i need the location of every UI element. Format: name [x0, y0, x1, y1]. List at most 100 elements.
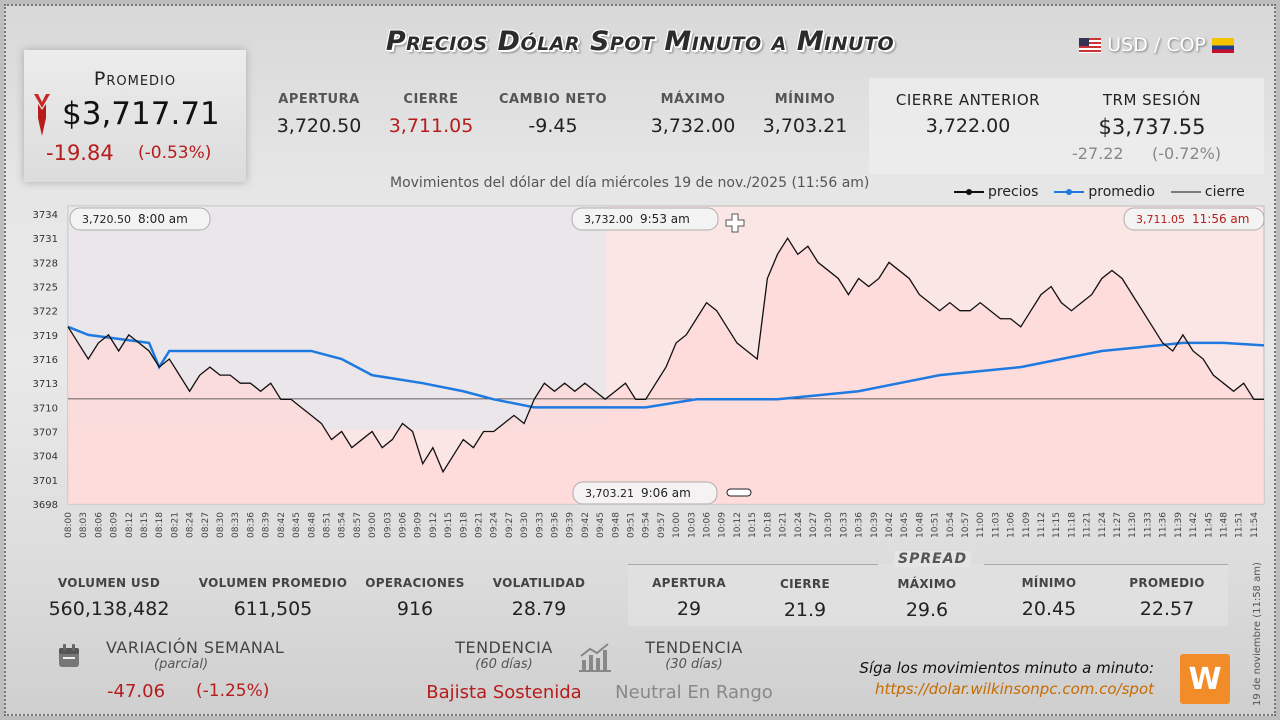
- x-tick-label: 08:06: [94, 512, 104, 538]
- crosshair-cursor-icon: [725, 213, 745, 233]
- x-tick-label: 08:00: [64, 512, 74, 538]
- x-tick-label: 08:15: [140, 512, 150, 538]
- stat-maximo: Máximo 3,732.00: [638, 92, 748, 137]
- spread-cierre: Cierre 21.9: [752, 577, 858, 621]
- x-tick-label: 11:48: [1219, 512, 1229, 538]
- y-tick-label: 3728: [33, 258, 58, 269]
- stat-cierre: Cierre 3,711.05: [376, 92, 486, 137]
- annotation-time: 9:06 am: [641, 486, 691, 500]
- average-series-line: [67, 325, 1265, 409]
- stat-value: 3,720.50: [276, 115, 362, 137]
- x-tick-label: 08:12: [125, 512, 135, 538]
- trend-chart-icon: [579, 643, 611, 672]
- x-tick-label: 09:45: [596, 512, 606, 538]
- stat-cierre-anterior: Cierre Anterior 3,722.00: [886, 91, 1050, 137]
- x-tick-label: 10:27: [809, 512, 819, 538]
- x-tick-label: 08:30: [216, 512, 226, 538]
- x-tick-label: 10:12: [733, 512, 743, 538]
- x-tick-label: 08:33: [231, 512, 241, 538]
- y-tick-label: 3734: [33, 210, 58, 221]
- wilkinsonpc-logo[interactable]: W: [1180, 654, 1230, 704]
- x-tick-label: 11:36: [1159, 512, 1169, 538]
- x-tick-label: 11:06: [1007, 512, 1017, 538]
- stat-label: Apertura: [278, 92, 360, 107]
- colombia-flag-icon: [1212, 37, 1234, 53]
- bottom-stat-value: 916: [396, 598, 434, 620]
- prev-close-value: 3,722.00: [925, 115, 1011, 137]
- currency-pair[interactable]: USD / COP: [1079, 34, 1234, 56]
- spread-label: Apertura: [652, 576, 726, 590]
- annotation-box: [69, 207, 211, 231]
- x-tick-label: 10:57: [961, 512, 971, 538]
- y-tick-label: 3707: [33, 428, 58, 439]
- dashboard-frame: Precios Dólar Spot Minuto a Minuto USD /…: [4, 4, 1276, 716]
- price-chart[interactable]: 3698 3701 3704 3707 3710 3713 3716 3719 3722 3725…: [6, 202, 1276, 562]
- legend-promedio[interactable]: promedio: [1054, 184, 1155, 200]
- x-tick-label: 10:45: [900, 512, 910, 538]
- x-tick-label: 08:18: [155, 512, 165, 538]
- x-tick-label: 11:54: [1250, 512, 1260, 538]
- x-tick-label: 09:12: [429, 512, 439, 538]
- legend-label: precios: [988, 184, 1039, 200]
- spread-label: Máximo: [897, 577, 957, 591]
- spread-divider: [984, 564, 1228, 565]
- x-tick-label: 09:33: [535, 512, 545, 538]
- page-title: Precios Dólar Spot Minuto a Minuto: [385, 26, 895, 57]
- trm-change: -27.22: [1072, 144, 1124, 163]
- x-tick-label: 11:12: [1037, 512, 1047, 538]
- price-series-line: [67, 236, 1264, 474]
- promedio-label: Promedio: [93, 68, 177, 90]
- stat-value: 3,703.21: [762, 115, 848, 137]
- trend-sub: (30 días): [665, 657, 723, 672]
- x-tick-label: 09:06: [398, 512, 408, 538]
- x-tick-label: 11:21: [1083, 512, 1093, 538]
- spread-promedio: Promedio 22.57: [1112, 576, 1222, 620]
- trm-label: TRM Sesión: [1102, 91, 1202, 109]
- calendar-icon: [59, 644, 79, 667]
- legend-precios[interactable]: precios: [954, 184, 1038, 200]
- x-tick-label: 09:03: [383, 512, 393, 538]
- annotation-price: 3,711.05: [1136, 213, 1185, 226]
- spread-value: 20.45: [1021, 598, 1077, 620]
- stat-trm-sesion: TRM Sesión $3,737.55: [1072, 91, 1232, 139]
- stat-value: 3,732.00: [650, 115, 736, 137]
- x-tick-label: 09:51: [627, 512, 637, 538]
- chart-subtitle: Movimientos del dólar del día miércoles …: [390, 175, 870, 191]
- x-tick-label: 10:18: [763, 512, 773, 538]
- x-tick-label: 08:39: [262, 512, 272, 538]
- legend-label: promedio: [1088, 184, 1155, 200]
- bottom-stat-value: 611,505: [233, 598, 313, 620]
- promo-text: Síga los movimientos minuto a minuto:: [859, 659, 1154, 677]
- timestamp-stamp: 19 de noviembre (11:58 am): [1252, 562, 1263, 706]
- stat-apertura: Apertura 3,720.50: [264, 92, 374, 137]
- x-tick-label: 08:03: [79, 512, 89, 538]
- bottom-stat-label: Volumen USD: [57, 576, 161, 590]
- promo-link[interactable]: https://dolar.wilkinsonpc.com.co/spot: [874, 680, 1154, 698]
- x-tick-label: 10:33: [839, 512, 849, 538]
- down-arrow-icon: [34, 94, 50, 136]
- y-tick-label: 3722: [33, 307, 58, 318]
- x-tick-label: 10:39: [870, 512, 880, 538]
- promedio-value: $3,717.71: [62, 96, 220, 132]
- bottom-stat-value: 560,138,482: [48, 598, 170, 620]
- promedio-panel: Promedio $3,717.71 -19.84 (-0.53%): [24, 50, 246, 182]
- x-tick-label: 11:09: [1022, 512, 1032, 538]
- x-tick-label: 08:36: [246, 512, 256, 538]
- stat-volatilidad: Volatilidad 28.79: [484, 576, 594, 620]
- price-area: [68, 238, 1264, 504]
- stat-label: Cambio Neto: [498, 92, 608, 107]
- x-tick-label: 11:39: [1174, 512, 1184, 538]
- annotation-time: 9:53 am: [640, 212, 690, 226]
- annotation-price: 3,720.50: [82, 213, 131, 226]
- y-tick-label: 3710: [33, 403, 58, 414]
- legend-cierre[interactable]: cierre: [1170, 184, 1245, 200]
- x-tick-label: 10:03: [687, 512, 697, 538]
- x-tick-label: 08:57: [353, 512, 363, 538]
- x-tick-label: 11:03: [991, 512, 1001, 538]
- x-tick-label: 10:42: [885, 512, 895, 538]
- x-tick-label: 08:21: [170, 512, 180, 538]
- weekly-sub: (parcial): [154, 657, 209, 672]
- x-tick-label: 10:36: [855, 512, 865, 538]
- x-tick-label: 10:48: [915, 512, 925, 538]
- x-tick-label: 10:00: [672, 512, 682, 538]
